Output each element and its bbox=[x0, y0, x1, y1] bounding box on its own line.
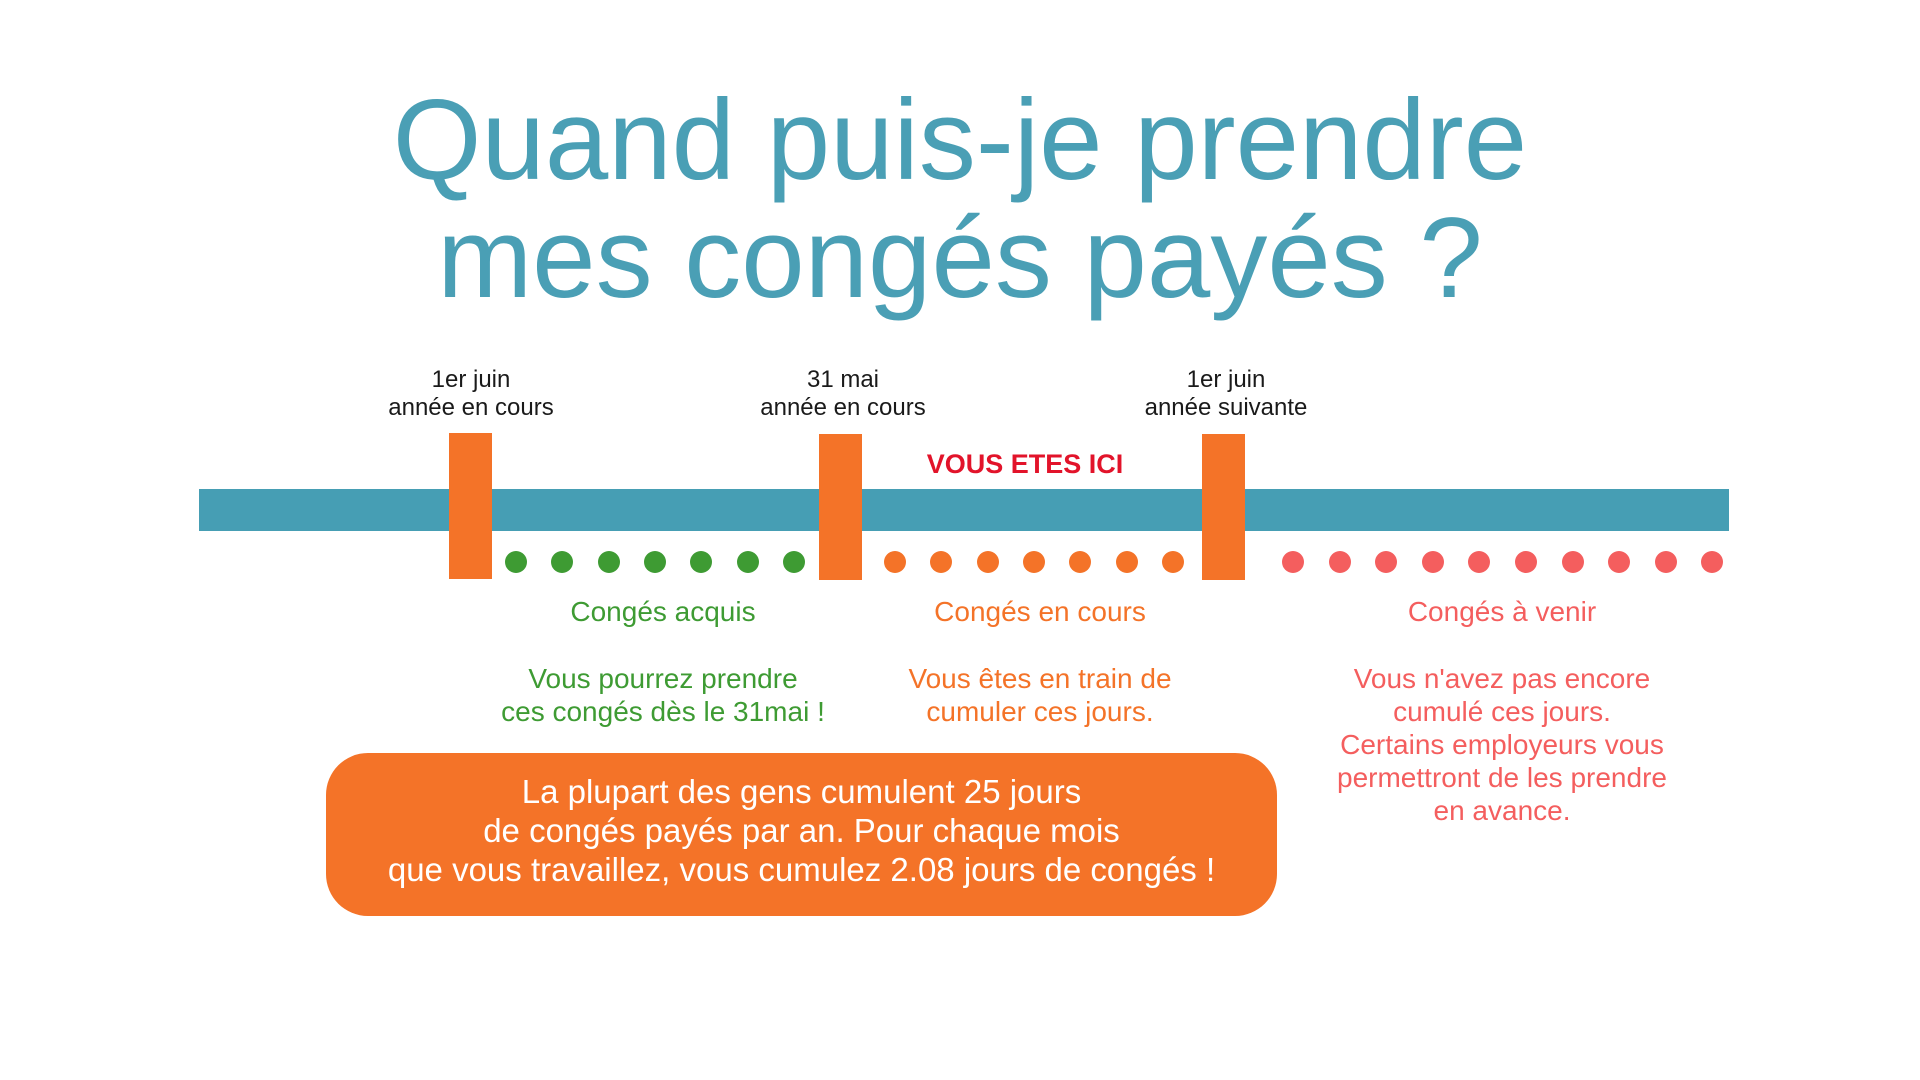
date-label-middle-day: 31 mai bbox=[806, 366, 880, 393]
title-line-2: mes congés payés ? bbox=[437, 195, 1483, 322]
date-label-start: 1er juin année en cours bbox=[341, 366, 601, 422]
dot-upcoming bbox=[1608, 551, 1631, 573]
timeline-marker-middle bbox=[819, 434, 862, 580]
date-label-end-day: 1er juin bbox=[1186, 366, 1266, 393]
section-heading-upcoming: Congés à venir bbox=[1407, 596, 1597, 627]
section-desc-acquired-line-2: ces congés dès le 31mai ! bbox=[501, 696, 825, 727]
dot-upcoming bbox=[1701, 551, 1724, 573]
dot-upcoming bbox=[1468, 551, 1491, 573]
current-position-label: VOUS ETES ICI bbox=[926, 449, 1124, 479]
dot-current bbox=[1115, 551, 1138, 573]
info-note-line-2: de congés payés par an. Pour chaque mois bbox=[483, 812, 1120, 849]
date-label-middle-year: année en cours bbox=[760, 394, 926, 421]
dot-upcoming bbox=[1515, 551, 1537, 573]
section-desc-acquired: Vous pourrez prendre ces congés dès le 3… bbox=[443, 662, 883, 728]
section-desc-upcoming-line-1: Vous n'avez pas encore bbox=[1353, 663, 1651, 694]
dot-current bbox=[930, 551, 953, 573]
dot-acquired bbox=[505, 551, 527, 573]
dot-acquired bbox=[736, 551, 759, 573]
page-title: Quand puis-je prendre mes congés payés ? bbox=[0, 82, 1920, 318]
dot-acquired bbox=[551, 551, 574, 573]
dot-acquired bbox=[690, 551, 713, 573]
dot-upcoming bbox=[1375, 551, 1398, 573]
date-label-middle: 31 mai année en cours bbox=[713, 366, 973, 422]
timeline-marker-start bbox=[449, 433, 492, 579]
section-desc-upcoming-line-3: Certains employeurs vous bbox=[1340, 729, 1664, 760]
dot-upcoming bbox=[1654, 551, 1677, 573]
section-heading-current: Congés en cours bbox=[934, 596, 1146, 627]
section-desc-current: Vous êtes en train de cumuler ces jours. bbox=[820, 662, 1260, 728]
date-label-start-year: année en cours bbox=[388, 394, 554, 421]
date-label-end: 1er juin année suivante bbox=[1096, 366, 1356, 422]
dot-upcoming bbox=[1328, 551, 1351, 573]
date-label-start-day: 1er juin bbox=[431, 366, 511, 393]
section-desc-current-line-1: Vous êtes en train de bbox=[908, 663, 1172, 694]
dot-current bbox=[976, 551, 999, 573]
timeline-marker-end bbox=[1202, 434, 1245, 580]
section-desc-current-line-2: cumuler ces jours. bbox=[926, 696, 1154, 727]
info-note-line-1: La plupart des gens cumulent 25 jours bbox=[521, 773, 1082, 810]
dot-acquired bbox=[643, 551, 666, 573]
dot-current bbox=[884, 551, 906, 573]
title-line-1: Quand puis-je prendre bbox=[392, 77, 1528, 204]
section-heading-acquired: Congés acquis bbox=[570, 596, 756, 627]
dot-upcoming bbox=[1561, 551, 1584, 573]
section-desc-upcoming-line-5: en avance. bbox=[1433, 795, 1571, 826]
dot-upcoming bbox=[1421, 551, 1444, 573]
section-desc-acquired-line-1: Vous pourrez prendre bbox=[528, 663, 798, 694]
dot-upcoming bbox=[1282, 551, 1304, 573]
info-note-line-3: que vous travaillez, vous cumulez 2.08 j… bbox=[387, 851, 1216, 888]
section-desc-upcoming-line-2: cumulé ces jours. bbox=[1393, 696, 1611, 727]
dot-current bbox=[1069, 551, 1092, 573]
dot-acquired bbox=[597, 551, 620, 573]
section-desc-upcoming-line-4: permettront de les prendre bbox=[1337, 762, 1667, 793]
section-desc-upcoming: Vous n'avez pas encore cumulé ces jours.… bbox=[1282, 662, 1722, 827]
date-label-end-year: année suivante bbox=[1144, 394, 1308, 421]
dot-current bbox=[1022, 551, 1045, 573]
dot-acquired bbox=[782, 551, 805, 573]
info-note: La plupart des gens cumulent 25 jours de… bbox=[326, 753, 1277, 916]
timeline-bar bbox=[199, 489, 1729, 531]
dot-current bbox=[1161, 551, 1184, 573]
